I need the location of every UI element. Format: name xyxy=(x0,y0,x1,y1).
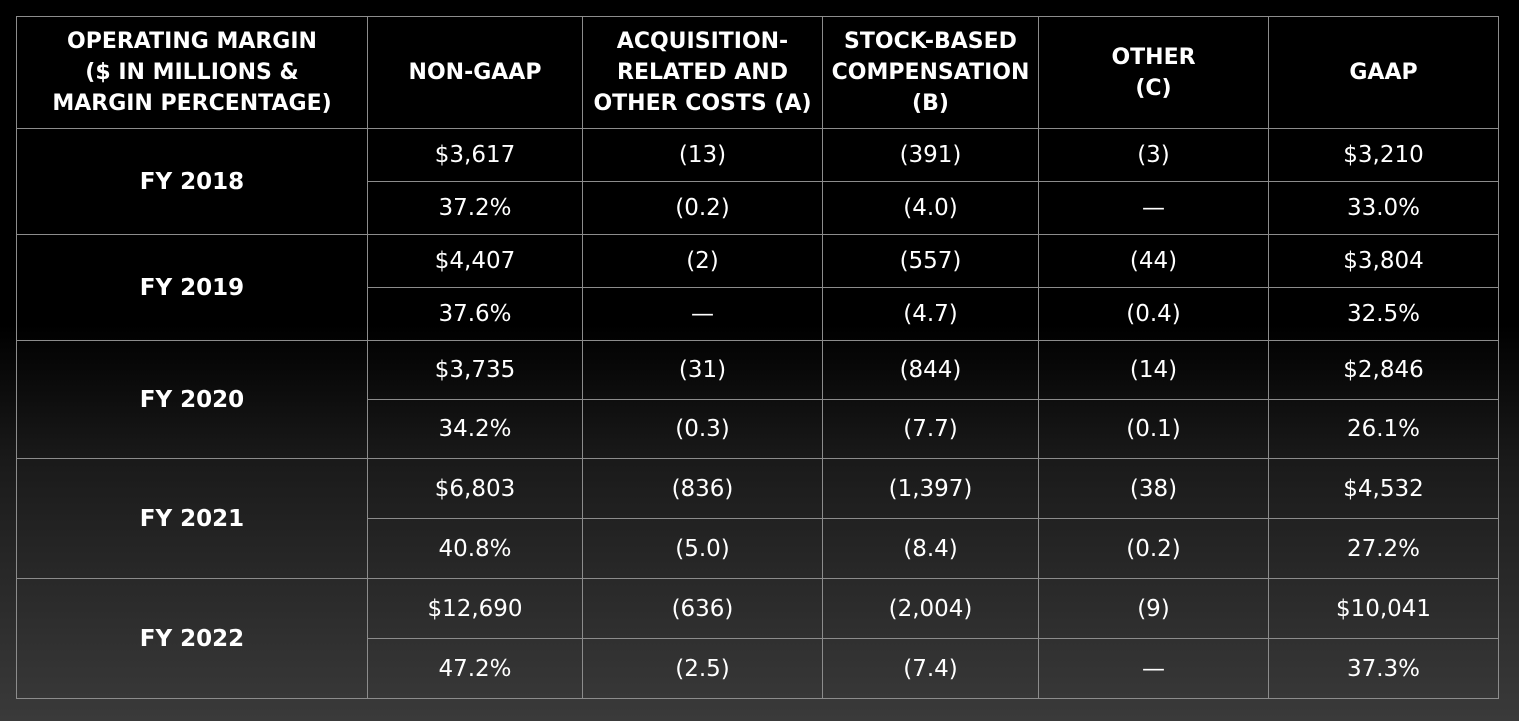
header-line: (B) xyxy=(912,91,949,116)
cell-gaap-percent: 33.0% xyxy=(1268,181,1499,235)
cell-acquisition-dollars: (836) xyxy=(582,458,823,519)
cell-acquisition-dollars: (31) xyxy=(582,340,823,400)
cell-sbc-percent: (4.0) xyxy=(822,181,1039,235)
cell-gaap-percent: 26.1% xyxy=(1268,399,1499,459)
header-line: OTHER COSTS (A) xyxy=(593,91,812,116)
header-other: OTHER (C) xyxy=(1038,16,1269,129)
table-row: FY 2020 $3,735 (31) (844) (14) $2,846 xyxy=(16,340,1499,459)
header-stock-based-compensation: STOCK-BASED COMPENSATION (B) xyxy=(822,16,1039,129)
header-acquisition-costs: ACQUISITION- RELATED AND OTHER COSTS (A) xyxy=(582,16,823,129)
cell-other-dollars: (3) xyxy=(1038,128,1269,182)
cell-sbc-dollars: (557) xyxy=(822,234,1039,288)
cell-acquisition-dollars: (636) xyxy=(582,578,823,639)
year-label: FY 2021 xyxy=(16,458,368,579)
cell-gaap-dollars: $4,532 xyxy=(1268,458,1499,519)
cell-non-gaap-dollars: $3,617 xyxy=(367,128,583,182)
header-line: NON-GAAP xyxy=(408,60,542,85)
cell-non-gaap-dollars: $6,803 xyxy=(367,458,583,519)
header-line: OTHER xyxy=(1111,44,1196,70)
cell-gaap-dollars: $3,210 xyxy=(1268,128,1499,182)
cell-non-gaap-percent: 47.2% xyxy=(367,638,583,699)
cell-gaap-dollars: $2,846 xyxy=(1268,340,1499,400)
cell-gaap-percent: 37.3% xyxy=(1268,638,1499,699)
table-row: 47.2% (2.5) (7.4) — 37.3% xyxy=(17,638,1499,699)
cell-other-dollars: (14) xyxy=(1038,340,1269,400)
cell-other-dollars: (44) xyxy=(1038,234,1269,288)
cell-non-gaap-dollars: $3,735 xyxy=(367,340,583,400)
cell-acquisition-dollars: (13) xyxy=(582,128,823,182)
cell-sbc-dollars: (391) xyxy=(822,128,1039,182)
header-line: RELATED AND xyxy=(617,60,788,85)
cell-non-gaap-percent: 37.2% xyxy=(367,181,583,235)
cell-acquisition-dollars: (2) xyxy=(582,234,823,288)
header-line: COMPENSATION xyxy=(831,60,1030,85)
cell-sbc-percent: (7.7) xyxy=(822,399,1039,459)
operating-margin-table: OPERATING MARGIN ($ IN MILLIONS & MARGIN… xyxy=(16,16,1499,699)
cell-other-dollars: (9) xyxy=(1038,578,1269,639)
cell-acquisition-percent: (2.5) xyxy=(582,638,823,699)
cell-other-percent: (0.4) xyxy=(1038,287,1269,341)
year-label: FY 2019 xyxy=(16,234,368,341)
year-label: FY 2020 xyxy=(16,340,368,459)
header-line: MARGIN PERCENTAGE) xyxy=(52,91,332,116)
header-non-gaap: NON-GAAP xyxy=(367,16,583,129)
year-label: FY 2018 xyxy=(16,128,368,235)
header-operating-margin: OPERATING MARGIN ($ IN MILLIONS & MARGIN… xyxy=(16,16,368,129)
header-line: OPERATING MARGIN xyxy=(67,29,317,54)
cell-acquisition-percent: — xyxy=(582,287,823,341)
cell-other-percent: (0.1) xyxy=(1038,399,1269,459)
table-row: 37.6% — (4.7) (0.4) 32.5% xyxy=(17,287,1499,341)
cell-non-gaap-percent: 37.6% xyxy=(367,287,583,341)
header-line: ($ IN MILLIONS & xyxy=(85,60,299,85)
cell-sbc-dollars: (1,397) xyxy=(822,458,1039,519)
header-line: GAAP xyxy=(1349,60,1418,85)
year-label: FY 2022 xyxy=(16,578,368,699)
cell-sbc-percent: (7.4) xyxy=(822,638,1039,699)
cell-other-percent: — xyxy=(1038,638,1269,699)
header-line: ACQUISITION- xyxy=(616,29,789,54)
cell-acquisition-percent: (0.3) xyxy=(582,399,823,459)
cell-sbc-percent: (4.7) xyxy=(822,287,1039,341)
cell-other-percent: (0.2) xyxy=(1038,518,1269,579)
cell-gaap-percent: 32.5% xyxy=(1268,287,1499,341)
cell-sbc-dollars: (844) xyxy=(822,340,1039,400)
table-row: FY 2021 $6,803 (836) (1,397) (38) $4,532 xyxy=(16,458,1499,579)
header-line: (C) xyxy=(1135,75,1172,101)
header-gaap: GAAP xyxy=(1268,16,1499,129)
cell-sbc-dollars: (2,004) xyxy=(822,578,1039,639)
cell-non-gaap-percent: 40.8% xyxy=(367,518,583,579)
table-row: FY 2019 $4,407 (2) (557) (44) $3,804 xyxy=(16,234,1499,341)
table-row: 40.8% (5.0) (8.4) (0.2) 27.2% xyxy=(17,518,1499,579)
cell-non-gaap-percent: 34.2% xyxy=(367,399,583,459)
header-line: STOCK-BASED xyxy=(844,29,1017,54)
cell-gaap-dollars: $10,041 xyxy=(1268,578,1499,639)
cell-non-gaap-dollars: $4,407 xyxy=(367,234,583,288)
cell-gaap-percent: 27.2% xyxy=(1268,518,1499,579)
table-row: FY 2022 $12,690 (636) (2,004) (9) $10,04… xyxy=(16,578,1499,699)
table-row: FY 2018 $3,617 (13) (391) (3) $3,210 xyxy=(16,128,1499,235)
cell-acquisition-percent: (5.0) xyxy=(582,518,823,579)
cell-other-dollars: (38) xyxy=(1038,458,1269,519)
cell-non-gaap-dollars: $12,690 xyxy=(367,578,583,639)
cell-sbc-percent: (8.4) xyxy=(822,518,1039,579)
header-row: OPERATING MARGIN ($ IN MILLIONS & MARGIN… xyxy=(16,16,1499,129)
cell-acquisition-percent: (0.2) xyxy=(582,181,823,235)
cell-gaap-dollars: $3,804 xyxy=(1268,234,1499,288)
cell-other-percent: — xyxy=(1038,181,1269,235)
